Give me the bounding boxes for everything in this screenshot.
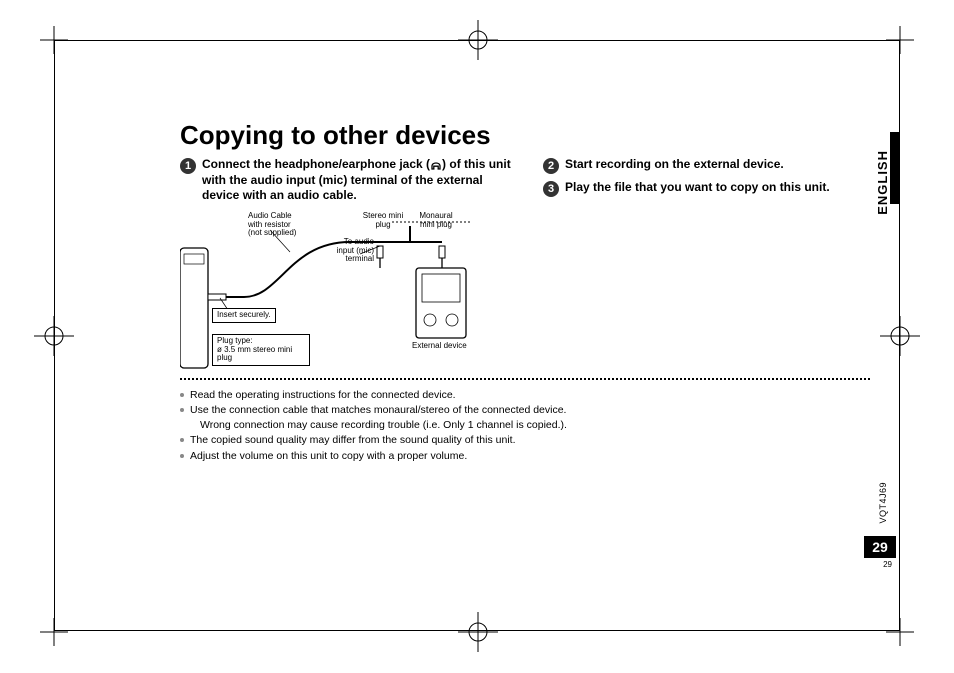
note-item: Use the connection cable that matches mo…	[180, 403, 880, 418]
dotted-separator	[180, 378, 870, 380]
crop-mark-bottom-left	[40, 618, 70, 648]
headphone-icon	[430, 159, 442, 171]
crop-mark-left-center	[34, 316, 74, 356]
step-3: 3 Play the file that you want to copy on…	[543, 180, 880, 197]
language-label: ENGLISH	[875, 150, 890, 215]
step-1-badge: 1	[180, 158, 196, 174]
step-1: 1 Connect the headphone/earphone jack ()…	[180, 157, 517, 204]
step-3-badge: 3	[543, 181, 559, 197]
crop-mark-bottom-right	[886, 618, 916, 648]
crop-mark-top-center	[458, 20, 498, 60]
label-stereo-plug: Stereo mini plug	[362, 212, 404, 230]
side-tab	[890, 132, 900, 204]
right-column: 2 Start recording on the external device…	[543, 157, 880, 372]
note-item-continuation: Wrong connection may cause recording tro…	[190, 418, 880, 433]
label-to-audio: To audio input (mic) terminal	[326, 238, 374, 264]
label-external-device: External device	[412, 342, 467, 351]
page-number-badge: 29	[864, 536, 896, 558]
page-number-small: 29	[883, 560, 892, 569]
step-2: 2 Start recording on the external device…	[543, 157, 880, 174]
label-audio-cable: Audio Cable with resistor (not supplied)	[248, 212, 306, 238]
crop-mark-top-left	[40, 26, 70, 56]
content-area: Copying to other devices 1 Connect the h…	[180, 120, 880, 464]
note-item: Wrong connection may cause recording tro…	[180, 418, 880, 433]
label-plug-type: Plug type: ø 3.5 mm stereo mini plug	[212, 334, 310, 366]
note-item: Adjust the volume on this unit to copy w…	[180, 449, 880, 464]
label-insert-securely: Insert securely.	[212, 308, 276, 323]
document-code: VQT4J69	[878, 482, 888, 524]
columns: 1 Connect the headphone/earphone jack ()…	[180, 157, 880, 372]
label-monaural-plug: Monaural mini plug	[412, 212, 460, 230]
step-2-text: Start recording on the external device.	[565, 157, 880, 174]
connection-diagram: Audio Cable with resistor (not supplied)…	[180, 212, 480, 372]
crop-mark-bottom-center	[458, 612, 498, 652]
step-1-pre: Connect the headphone/earphone jack (	[202, 157, 430, 171]
crop-mark-top-right	[886, 26, 916, 56]
step-1-text: Connect the headphone/earphone jack () o…	[202, 157, 517, 204]
step-3-text: Play the file that you want to copy on t…	[565, 180, 880, 197]
note-item: Read the operating instructions for the …	[180, 388, 880, 403]
page-title: Copying to other devices	[180, 120, 880, 151]
note-item: The copied sound quality may differ from…	[180, 433, 880, 448]
notes-list: Read the operating instructions for the …	[180, 388, 880, 464]
left-column: 1 Connect the headphone/earphone jack ()…	[180, 157, 517, 372]
step-2-badge: 2	[543, 158, 559, 174]
crop-mark-right-center	[880, 316, 920, 356]
